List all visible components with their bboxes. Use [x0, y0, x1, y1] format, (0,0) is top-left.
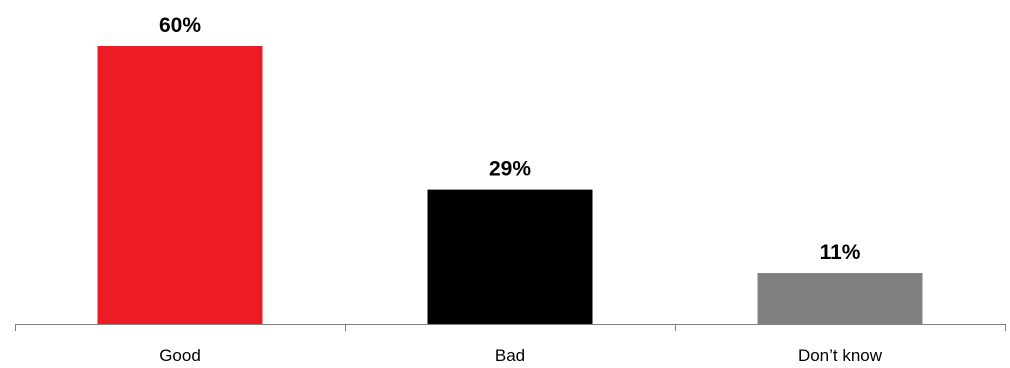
- category-label-don-t-know: Don’t know: [798, 346, 883, 365]
- category-label-bad: Bad: [495, 346, 525, 365]
- bar-bad: [427, 189, 593, 324]
- bar-don-t-know: [757, 273, 923, 324]
- value-label-bad: 29%: [489, 158, 531, 181]
- value-label-good: 60%: [159, 14, 201, 37]
- value-labels-layer: 60% 29% 11%: [159, 14, 861, 264]
- category-labels-layer: Good Bad Don’t know: [159, 346, 883, 365]
- x-axis: [15, 324, 1006, 331]
- value-label-don-t-know: 11%: [820, 241, 861, 264]
- bar-good: [97, 46, 263, 324]
- bars-layer: [97, 46, 923, 324]
- category-label-good: Good: [159, 346, 201, 365]
